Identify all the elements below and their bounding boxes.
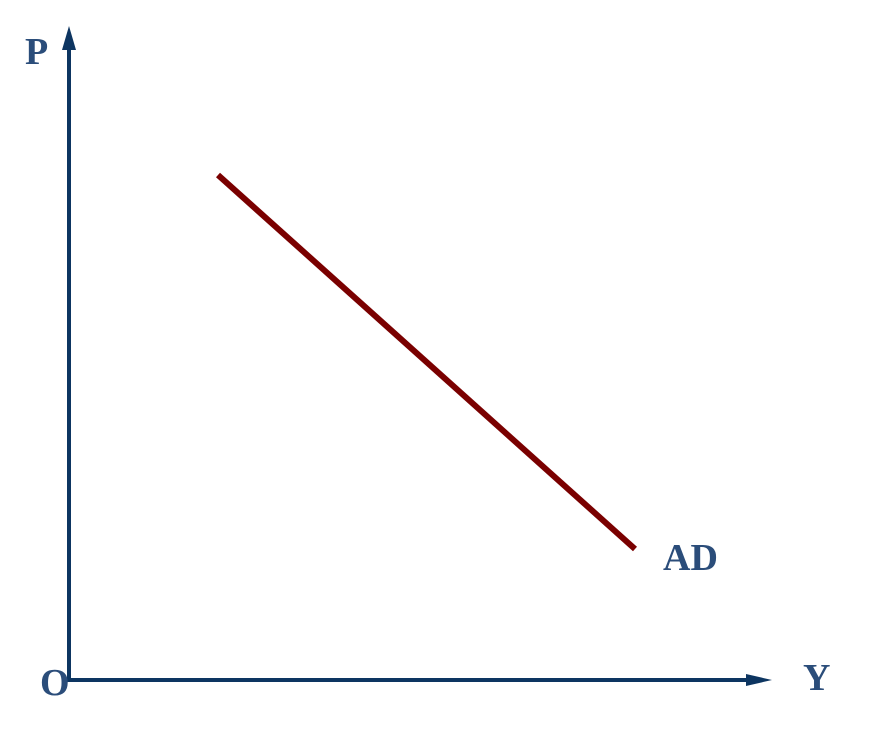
ad-curve bbox=[215, 172, 638, 552]
origin-label: O bbox=[40, 662, 70, 704]
horizontal-axis-arrowhead bbox=[746, 674, 772, 686]
ad-curve-label: AD bbox=[663, 537, 718, 579]
vertical-axis-label: P bbox=[25, 31, 48, 73]
vertical-axis-arrowhead bbox=[62, 26, 76, 50]
horizontal-axis-label: Y bbox=[803, 657, 830, 699]
